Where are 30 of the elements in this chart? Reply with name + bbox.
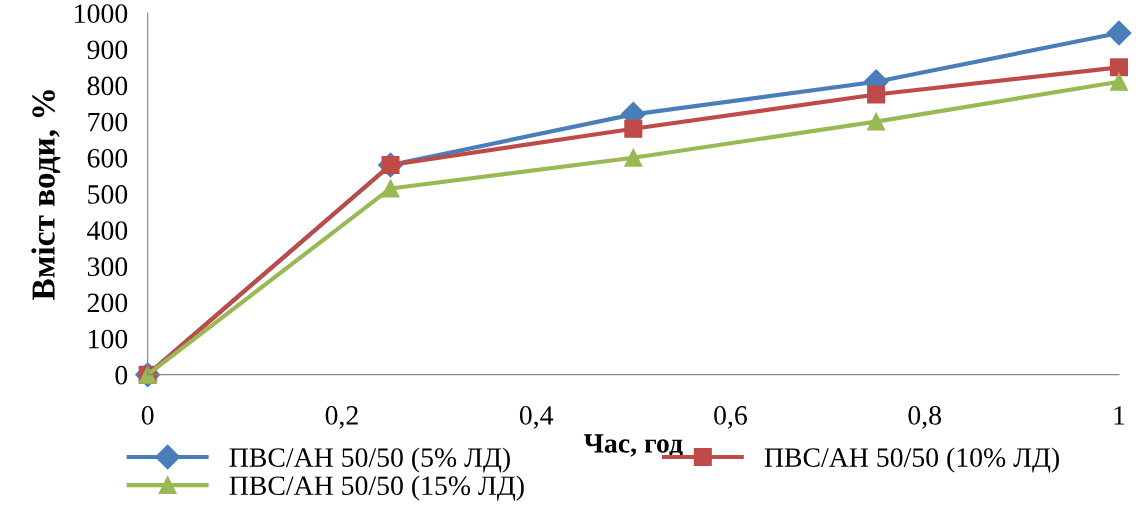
x-tick-label: 0,2 <box>325 406 358 429</box>
legend-label: ПВС/АН 50/50 (5% ЛД) <box>229 447 510 473</box>
point <box>381 179 400 198</box>
x-tick-label: 0,4 <box>519 406 554 429</box>
x-tick-label: 1 <box>1114 406 1125 425</box>
point <box>1109 58 1128 77</box>
point <box>624 119 643 138</box>
y-tick-label: 1000 <box>75 4 128 24</box>
point <box>867 85 886 104</box>
y-tick-label: 900 <box>87 40 128 60</box>
y-tick-label: 100 <box>89 329 128 349</box>
y-axis-title: Вміст води, % <box>31 90 61 300</box>
y-tick-label: 500 <box>88 185 128 204</box>
y-tick-label: 300 <box>87 257 128 277</box>
x-axis-title: Час, год <box>583 434 683 458</box>
y-tick-label: 400 <box>87 221 128 240</box>
point <box>867 112 886 131</box>
x-tick-label: 0 <box>141 406 154 425</box>
y-tick-label: 800 <box>87 76 128 96</box>
legend-label: ПВС/АН 50/50 (15% ЛД) <box>229 475 524 501</box>
x-tick-label: 0,8 <box>908 406 942 429</box>
y-tick-label: 200 <box>87 293 128 313</box>
x-tick-label: 0,6 <box>714 406 747 429</box>
point <box>624 148 643 167</box>
y-tick-label: 700 <box>88 112 128 132</box>
legend-label: ПВС/АН 50/50 (10% ЛД) <box>764 447 1059 473</box>
point <box>1109 72 1128 91</box>
y-tick-label: 600 <box>87 148 128 168</box>
y-tick-label: 0 <box>115 365 128 385</box>
point <box>1106 20 1132 46</box>
